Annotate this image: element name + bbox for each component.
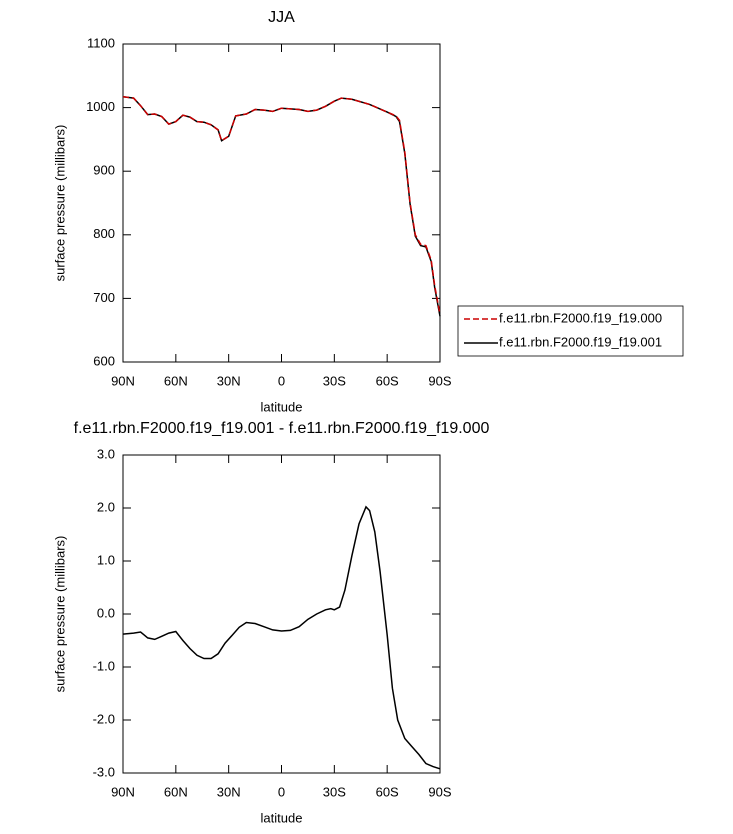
y-tick-label: 600 (93, 353, 115, 368)
x-tick-label: 90N (111, 373, 135, 388)
x-tick-label: 30N (217, 373, 241, 388)
y-tick-label: 1.0 (97, 552, 115, 567)
data-line (122, 96, 441, 315)
y-axis-label: surface pressure (millibars) (52, 536, 67, 693)
y-axis-label: surface pressure (millibars) (52, 125, 67, 282)
x-tick-label: 90S (428, 373, 451, 388)
chart-title: JJA (268, 9, 295, 26)
data-line (122, 96, 441, 317)
x-tick-label: 60N (164, 373, 188, 388)
x-tick-label: 0 (278, 373, 285, 388)
y-tick-label: 800 (93, 226, 115, 241)
x-axis-label: latitude (261, 399, 303, 414)
x-axis-label: latitude (261, 810, 303, 825)
x-tick-label: 30S (323, 373, 346, 388)
data-line (122, 505, 441, 770)
y-tick-label: 1100 (87, 35, 115, 50)
plot-frame (122, 454, 441, 774)
y-tick-label: 900 (93, 163, 115, 178)
x-tick-label: 90S (428, 784, 451, 799)
legend-label: f.e11.rbn.F2000.f19_f19.001 (499, 334, 662, 349)
y-tick-label: 700 (93, 290, 115, 305)
chart: JJA latitude surface pressure (millibars) 9… (52, 9, 684, 414)
x-tick-label: 60S (376, 784, 399, 799)
y-tick-label: 1000 (86, 99, 115, 114)
x-tick-label: 60N (164, 784, 188, 799)
y-tick-label: -2.0 (93, 711, 115, 726)
chart-title: f.e11.rbn.F2000.f19_f19.001 - f.e11.rbn.… (74, 420, 490, 437)
y-tick-label: 0.0 (97, 605, 115, 620)
x-tick-label: 0 (278, 784, 285, 799)
x-tick-label: 30N (217, 784, 241, 799)
y-tick-label: 3.0 (97, 446, 115, 461)
x-tick-label: 30S (323, 784, 346, 799)
plot-frame (122, 43, 441, 363)
chart: f.e11.rbn.F2000.f19_f19.001 - f.e11.rbn.… (52, 420, 489, 825)
y-tick-label: -1.0 (93, 658, 115, 673)
x-tick-label: 90N (111, 784, 135, 799)
legend-label: f.e11.rbn.F2000.f19_f19.000 (499, 310, 662, 325)
legend-box (457, 305, 684, 357)
x-tick-label: 60S (376, 373, 399, 388)
y-tick-label: -3.0 (93, 764, 115, 779)
y-tick-label: 2.0 (97, 499, 115, 514)
